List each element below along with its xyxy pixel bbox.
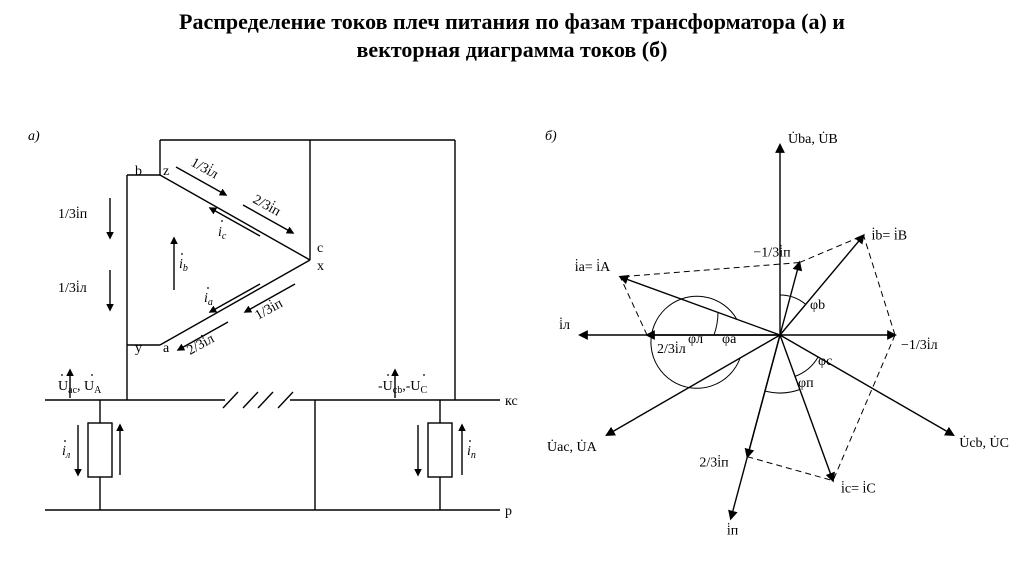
svg-text:i̇п: i̇п xyxy=(727,522,739,539)
svg-text:i̇b= i̇B: i̇b= i̇B xyxy=(872,227,908,244)
svg-text:i̇a= i̇A: i̇a= i̇A xyxy=(575,258,611,275)
svg-text:U̇ba, U̇B: U̇ba, U̇B xyxy=(788,130,838,147)
label-23il-lower: 2/3i̇л xyxy=(184,330,217,359)
panel-a-label: а) xyxy=(28,129,40,144)
label-left-upper: 1/3i̇п xyxy=(58,205,88,222)
label-13il-upper: 1/3i̇л xyxy=(188,154,221,183)
svg-text:−1/3i̇л: −1/3i̇л xyxy=(901,336,938,353)
rail-ks-label: кс xyxy=(505,394,518,409)
svg-text:−1/3i̇п: −1/3i̇п xyxy=(753,244,791,261)
svg-text:φл: φл xyxy=(688,332,703,347)
left-lead: 1/3i̇п 1/3i̇л xyxy=(58,175,160,400)
panel-b-label: б) xyxy=(545,129,557,144)
label-ic: ic xyxy=(218,225,227,242)
svg-text:x: x xyxy=(317,259,324,274)
label-left-lower: 1/3i̇л xyxy=(58,279,87,296)
svg-text:2/3i̇п: 2/3i̇п xyxy=(699,454,729,471)
label-uac: Uac, UA xyxy=(58,379,102,396)
svg-text:U̇cb, U̇C: U̇cb, U̇C xyxy=(959,434,1009,451)
label-ia: ia xyxy=(204,291,213,308)
diagram-canvas: а) кс р b z c x y a xyxy=(0,0,1024,574)
load-right: iп xyxy=(418,400,476,510)
rail-r-label: р xyxy=(505,504,512,519)
right-lead xyxy=(160,140,455,400)
svg-text:y: y xyxy=(135,341,142,356)
svg-text:φb: φb xyxy=(810,298,825,313)
panel-a: а) кс р b z c x y a xyxy=(28,129,518,519)
secondary-winding: b z c x y a ic ia ib 1/3i̇л 2/3i̇п xyxy=(135,154,324,359)
label-ip-load: iп xyxy=(467,444,476,461)
label-il-load: iл xyxy=(62,444,71,461)
svg-text:b: b xyxy=(135,164,142,179)
label-23ip-upper: 2/3i̇п xyxy=(250,191,284,220)
panel-b: б) U̇ba, U̇B i̇b= i̇B −1/3i̇л U̇cb, U̇C i̇c=… xyxy=(545,129,1009,539)
load-left: iл xyxy=(62,400,120,510)
svg-text:φc: φc xyxy=(818,354,832,369)
svg-text:c: c xyxy=(317,241,323,256)
svg-text:2/3i̇л: 2/3i̇л xyxy=(657,340,686,357)
label-ucb: -Ucb,-UC xyxy=(378,379,428,396)
svg-text:i̇л: i̇л xyxy=(559,316,570,333)
svg-text:z: z xyxy=(163,164,169,179)
svg-text:φa: φa xyxy=(722,332,737,347)
label-ib: ib xyxy=(179,257,188,274)
svg-text:i̇c= i̇C: i̇c= i̇C xyxy=(841,480,876,497)
svg-text:a: a xyxy=(163,341,170,356)
svg-text:φп: φп xyxy=(798,376,814,391)
svg-text:U̇ac, U̇A: U̇ac, U̇A xyxy=(547,438,598,455)
